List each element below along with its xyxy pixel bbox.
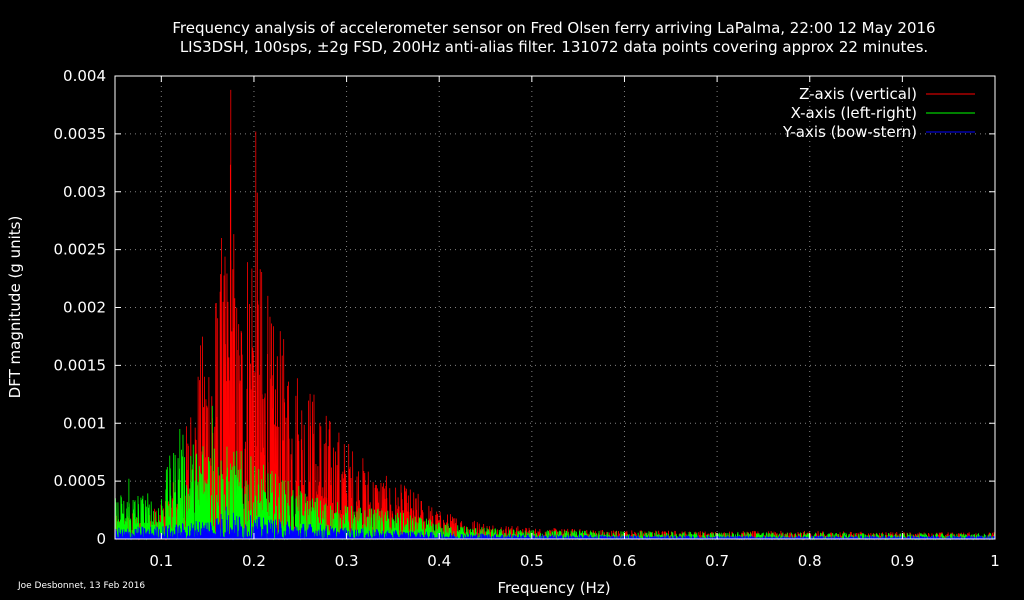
y-tick-label: 0.0025 — [54, 241, 107, 259]
y-tick-label: 0.0005 — [54, 472, 107, 490]
x-tick-label: 1 — [990, 552, 1000, 570]
series-x-axis — [114, 405, 996, 541]
y-tick-label: 0.0015 — [54, 356, 107, 374]
y-tick-label: 0.001 — [63, 414, 106, 432]
chart-title-line-2: LIS3DSH, 100sps, ±2g FSD, 200Hz anti-ali… — [180, 38, 928, 56]
x-tick-label: 0.9 — [890, 552, 914, 570]
chart-title-line-1: Frequency analysis of accelerometer sens… — [172, 19, 935, 37]
legend-label-y: Y-axis (bow-stern) — [782, 123, 917, 141]
credit-text: Joe Desbonnet, 13 Feb 2016 — [17, 581, 145, 591]
x-tick-label: 0.8 — [798, 552, 822, 570]
x-tick-label: 0.5 — [520, 552, 544, 570]
x-tick-labels: 0.1 0.2 0.3 0.4 0.5 0.6 0.7 0.8 0.9 1 — [149, 552, 999, 570]
x-tick-label: 0.2 — [242, 552, 266, 570]
x-tick-label: 0.6 — [613, 552, 637, 570]
y-tick-label: 0.004 — [63, 67, 106, 85]
legend-label-x: X-axis (left-right) — [791, 104, 917, 122]
grid — [115, 76, 995, 539]
y-tick-labels: 0 0.0005 0.001 0.0015 0.002 0.0025 0.003 0.0035… — [54, 67, 107, 548]
x-tick-label: 0.7 — [705, 552, 729, 570]
x-tick-label: 0.3 — [335, 552, 359, 570]
y-tick-label: 0.0035 — [54, 125, 107, 143]
y-tick-label: 0 — [96, 530, 106, 548]
x-tick-label: 0.1 — [149, 552, 173, 570]
y-tick-label: 0.002 — [63, 299, 106, 317]
x-axis-label: Frequency (Hz) — [497, 579, 610, 597]
series-y-axis — [114, 506, 996, 541]
x-tick-label: 0.4 — [427, 552, 451, 570]
y-axis-label: DFT magnitude (g units) — [6, 216, 24, 399]
legend-label-z: Z-axis (vertical) — [799, 85, 917, 103]
series-layer — [114, 89, 996, 541]
legend: Z-axis (vertical) X-axis (left-right) Y-… — [782, 85, 975, 141]
y-tick-label: 0.003 — [63, 183, 106, 201]
axis-ticks — [115, 75, 996, 540]
